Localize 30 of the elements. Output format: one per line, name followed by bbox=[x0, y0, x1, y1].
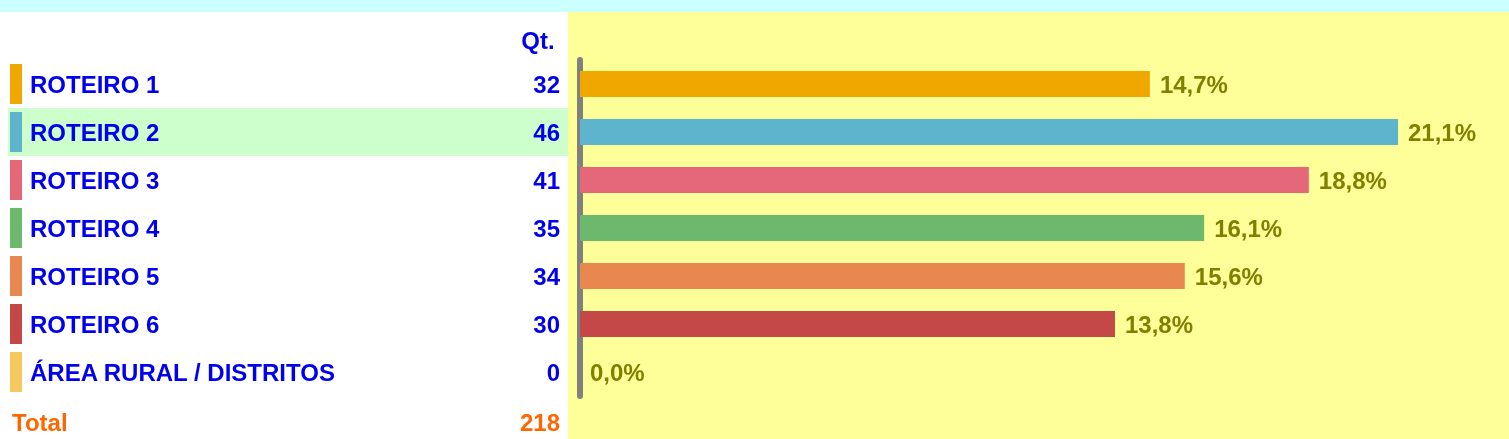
text: 41 bbox=[533, 166, 560, 194]
y-tick-label: ROTEIRO 2 bbox=[30, 118, 160, 146]
data-label: 13,8% bbox=[1125, 310, 1194, 338]
y-tick-label: ROTEIRO 4 bbox=[30, 214, 160, 242]
text: 30 bbox=[533, 310, 560, 338]
y-tick-label: ROTEIRO 6 bbox=[30, 310, 160, 338]
bar bbox=[580, 263, 1185, 289]
y-tick-label: ROTEIRO 5 bbox=[30, 262, 160, 290]
text: 34 bbox=[533, 262, 561, 290]
bar bbox=[580, 311, 1115, 337]
text: 218 bbox=[519, 408, 560, 436]
text: 0 bbox=[546, 358, 560, 386]
text: 46 bbox=[533, 118, 560, 146]
text: Total bbox=[12, 408, 68, 436]
data-label: 0,0% bbox=[590, 358, 645, 386]
text: 32 bbox=[533, 70, 560, 98]
text: Qt. bbox=[521, 26, 555, 54]
text: 35 bbox=[533, 214, 560, 242]
bar bbox=[580, 167, 1309, 193]
bar bbox=[580, 119, 1398, 145]
y-tick-label: ROTEIRO 3 bbox=[30, 166, 160, 194]
data-label: 14,7% bbox=[1159, 70, 1228, 98]
y-tick-label: ROTEIRO 1 bbox=[30, 70, 160, 98]
data-label: 21,1% bbox=[1408, 118, 1477, 146]
data-label: 16,1% bbox=[1214, 214, 1283, 242]
bar bbox=[580, 215, 1205, 241]
data-label: 18,8% bbox=[1318, 166, 1387, 194]
y-tick-label: ÁREA RURAL / DISTRITOS bbox=[30, 358, 335, 386]
bar bbox=[580, 71, 1150, 97]
data-label: 15,6% bbox=[1194, 262, 1263, 290]
